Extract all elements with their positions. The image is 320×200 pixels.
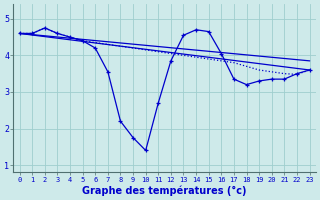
X-axis label: Graphe des températures (°c): Graphe des températures (°c): [82, 185, 247, 196]
